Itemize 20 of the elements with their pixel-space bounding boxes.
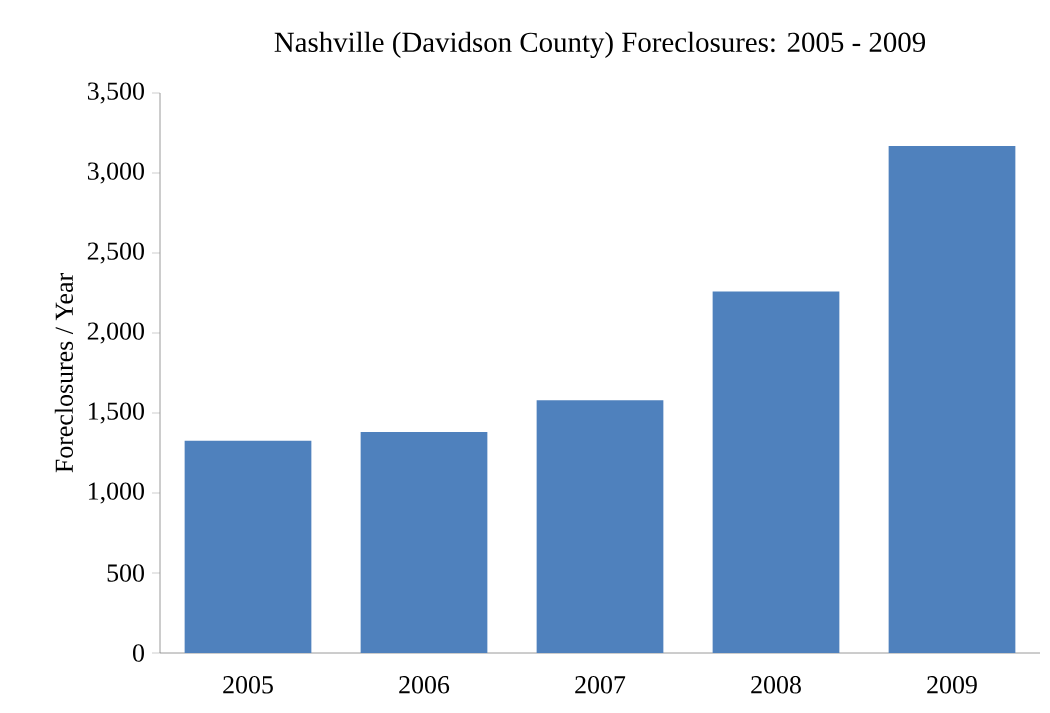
x-tick-label: 2007 xyxy=(575,676,626,694)
y-tick-label: 3,500 xyxy=(87,82,144,104)
x-tick-label: 2008 xyxy=(751,676,801,694)
chart-title: Nashville (Davidson County) Foreclosures: 2005 - 2009 xyxy=(274,31,926,59)
y-tick-label: 2,500 xyxy=(87,242,144,264)
y-tick-label: 2,000 xyxy=(87,322,144,344)
y-tick-label: 0 xyxy=(133,644,144,662)
bar xyxy=(888,146,1016,653)
x-tick-label: 2009 xyxy=(927,676,977,694)
x-tick-label: 2005 xyxy=(223,676,273,694)
y-tick-label: 1,000 xyxy=(88,482,144,504)
x-tick-label: 2006 xyxy=(399,676,450,694)
bar xyxy=(536,400,664,653)
y-tick-label: 3,000 xyxy=(87,162,144,184)
bar xyxy=(184,440,312,653)
y-tick-label: 1,500 xyxy=(88,402,144,424)
bar xyxy=(712,291,840,653)
bar xyxy=(360,432,488,653)
y-axis-title: Foreclosures / Year xyxy=(54,273,73,473)
y-tick-label: 500 xyxy=(107,564,144,582)
